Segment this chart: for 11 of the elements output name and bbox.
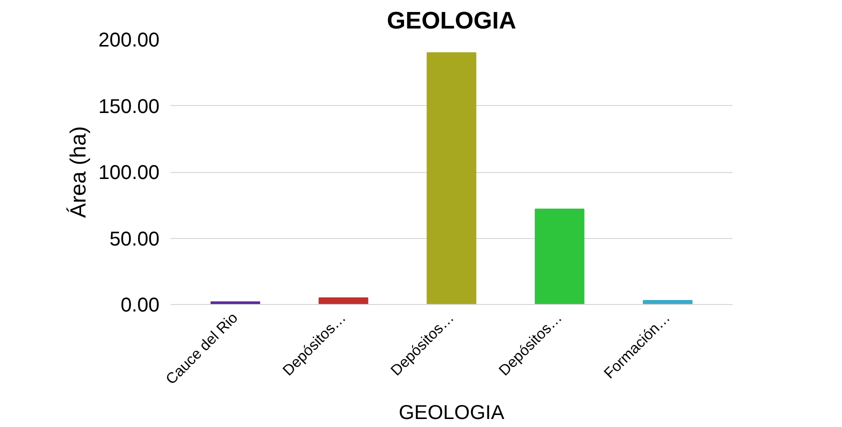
y-tick-label: 0.00: [120, 294, 160, 316]
bar: [318, 297, 368, 304]
y-axis-title: Área (ha): [65, 126, 90, 218]
bar: [426, 52, 476, 304]
chart-title: GEOLOGIA: [386, 8, 516, 34]
y-tick-label: 50.00: [109, 228, 160, 250]
y-tick-label: 150.00: [98, 96, 160, 118]
x-axis-title: GEOLOGIA: [398, 402, 505, 424]
y-tick-label: 100.00: [98, 162, 160, 184]
bar: [534, 208, 584, 304]
y-tick-label: 200.00: [98, 30, 160, 52]
